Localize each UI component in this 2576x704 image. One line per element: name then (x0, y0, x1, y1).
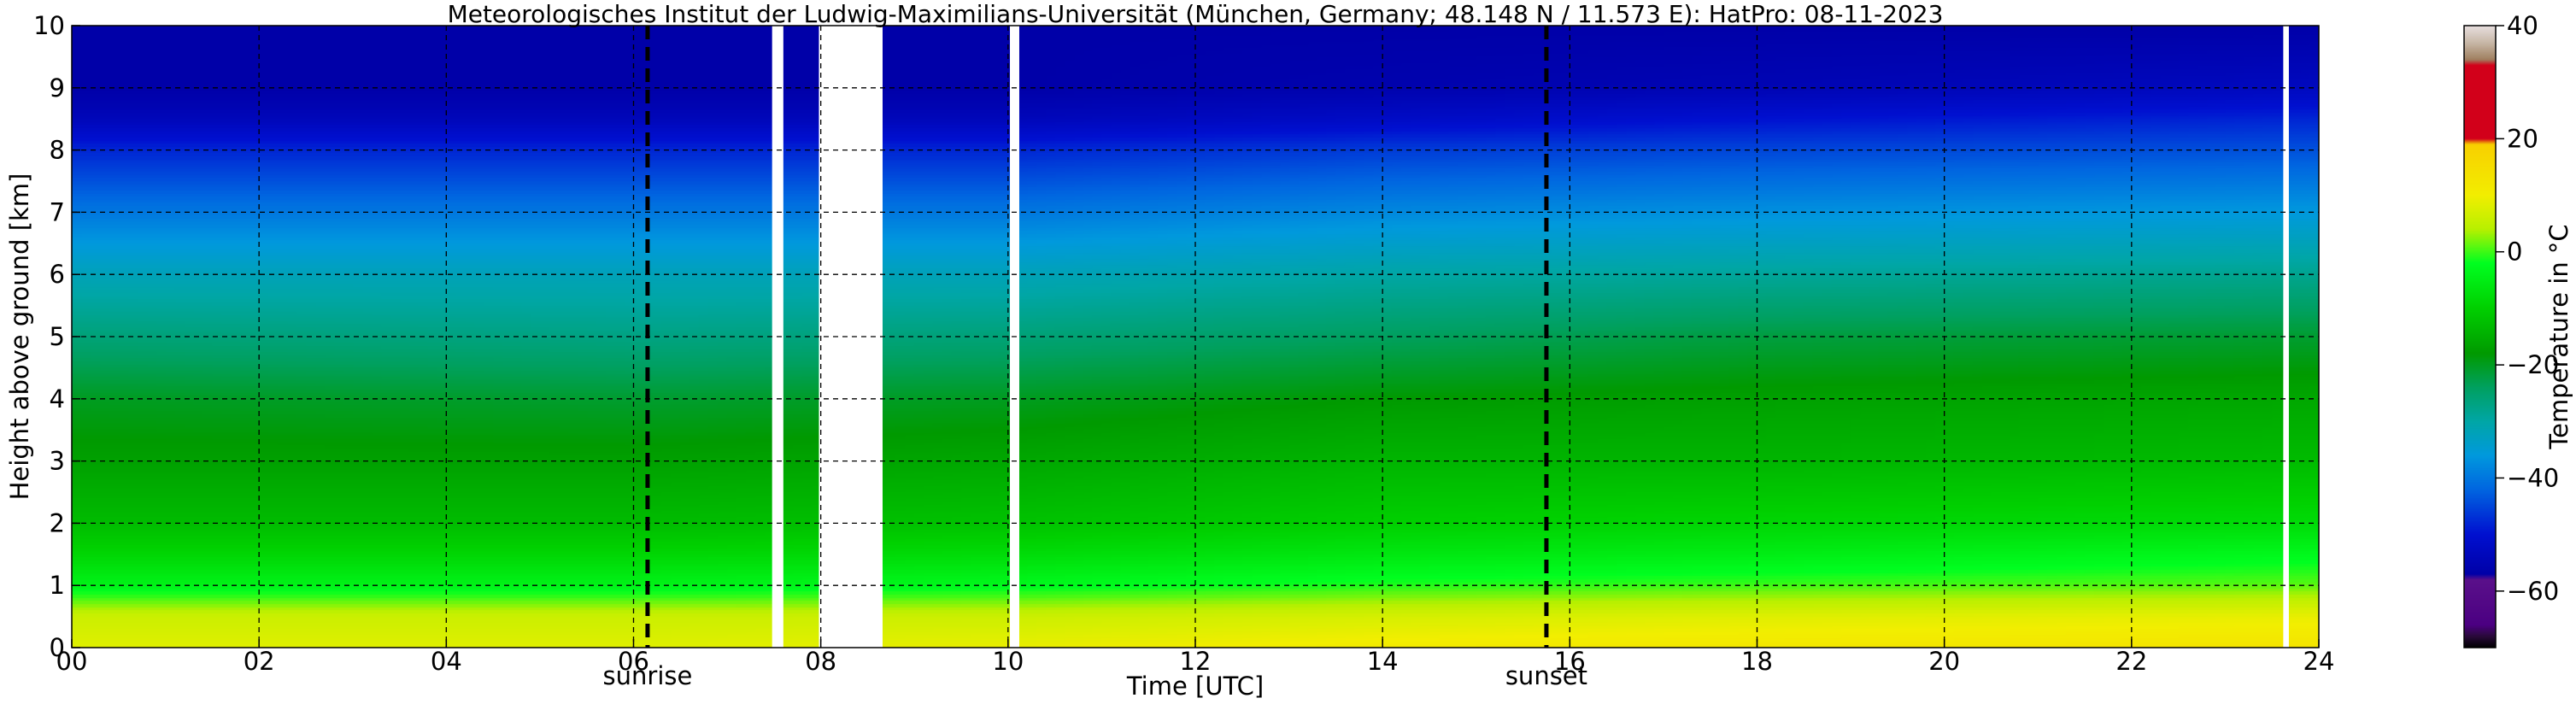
x-tick-label: 08 (805, 647, 836, 676)
colorbar-tick-label: −20 (2507, 350, 2559, 379)
y-tick-label: 0 (50, 633, 65, 662)
data-gap-3 (2283, 26, 2289, 648)
x-tick-label: 04 (431, 647, 462, 676)
y-tick-label: 6 (50, 260, 65, 289)
x-tick-label: 06 (618, 647, 649, 676)
colorbar-label: Temperature in °C (2544, 224, 2573, 449)
y-tick-label: 1 (50, 571, 65, 600)
y-tick-label: 8 (50, 136, 65, 165)
colorbar-tick-label: −60 (2507, 577, 2559, 606)
y-tick-label: 7 (50, 197, 65, 226)
x-tick-label: 20 (1928, 647, 1960, 676)
sunrise-label: sunrise (603, 661, 693, 690)
x-tick-label: 14 (1367, 647, 1399, 676)
y-tick-label: 3 (50, 447, 65, 476)
colorbar-foreign (2464, 26, 2496, 648)
colorbar-tick-label: 40 (2507, 11, 2538, 40)
x-tick-label: 18 (1741, 647, 1773, 676)
colorbar-tick-label: 0 (2507, 238, 2522, 267)
y-tick-label: 9 (50, 73, 65, 103)
x-tick-label: 02 (244, 647, 275, 676)
grid-lines (72, 26, 2319, 648)
x-tick-label: 10 (992, 647, 1024, 676)
colorbar-frame (2463, 25, 2497, 648)
colorbar-tick-label: 20 (2507, 124, 2538, 153)
x-tick-label: 22 (2115, 647, 2147, 676)
x-tick-label: 24 (2303, 647, 2335, 676)
x-axis-label: Time [UTC] (1126, 672, 1264, 701)
y-tick-label: 10 (33, 11, 65, 40)
colorbar-tick-label: −40 (2507, 463, 2559, 492)
y-tick-label: 5 (50, 322, 65, 351)
event-lines: sunrise sunset (603, 26, 1587, 690)
sunset-label: sunset (1505, 661, 1587, 690)
x-tick-label: 12 (1180, 647, 1212, 676)
colorbar-gradient (2464, 26, 2496, 648)
x-axis-ticks: 00 02 04 06 08 10 12 14 16 18 20 22 24 (56, 639, 2335, 676)
y-axis-ticks: 0 1 2 3 4 5 6 7 8 9 10 (33, 11, 80, 662)
y-tick-label: 4 (50, 384, 65, 414)
x-tick-label: 00 (56, 647, 88, 676)
x-tick-label: 16 (1554, 647, 1586, 676)
chart-title: Meteorologisches Institut der Ludwig-Max… (448, 0, 1944, 28)
colorbar-ticks: 40 20 0 −20 −40 −60 (2496, 11, 2559, 606)
y-axis-label: Height above ground [km] (5, 173, 34, 501)
colorbar: 40 20 0 −20 −40 −60 Temperature in °C (2463, 11, 2573, 648)
y-tick-label: 2 (50, 508, 65, 537)
